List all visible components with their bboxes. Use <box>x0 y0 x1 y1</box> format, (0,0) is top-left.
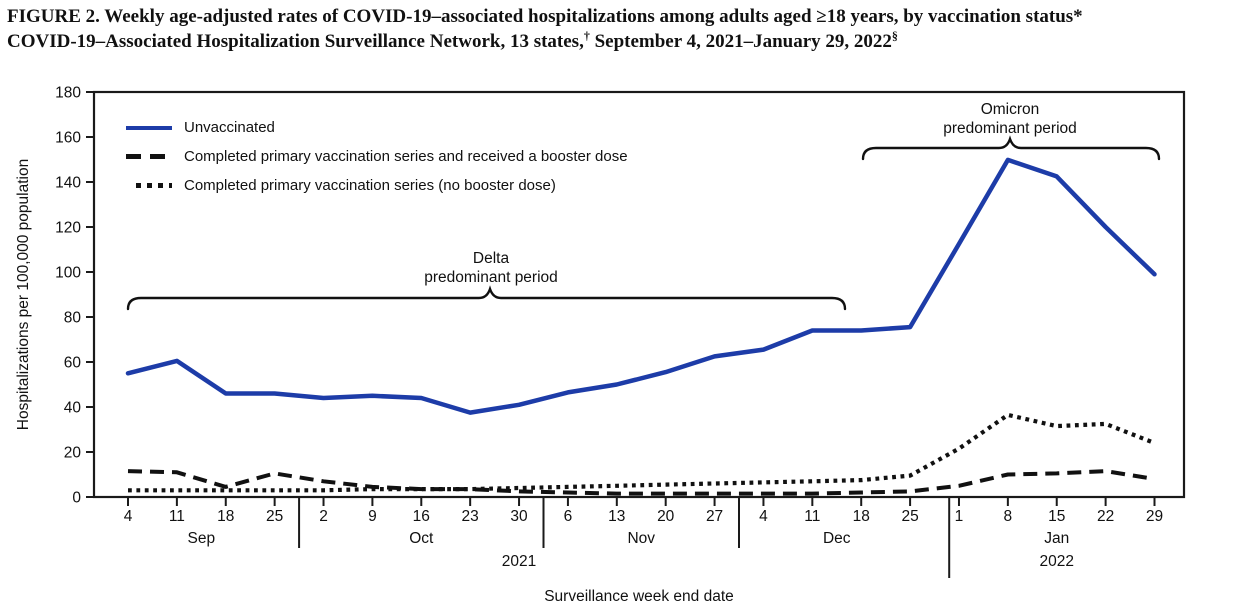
svg-text:Dec: Dec <box>823 530 851 547</box>
svg-text:0: 0 <box>72 490 81 507</box>
svg-text:80: 80 <box>64 310 82 327</box>
svg-text:20: 20 <box>64 445 82 462</box>
dagger-footnote-mark: † <box>583 28 590 43</box>
month-labels: Sep Oct Nov Dec Jan <box>188 530 1070 547</box>
svg-text:180: 180 <box>55 85 81 102</box>
svg-text:29: 29 <box>1146 508 1163 525</box>
svg-text:22: 22 <box>1097 508 1114 525</box>
svg-text:40: 40 <box>64 400 82 417</box>
legend-item-unvaccinated: Unvaccinated <box>126 113 628 142</box>
svg-text:16: 16 <box>413 508 430 525</box>
solid-line-sample-icon <box>126 125 172 130</box>
svg-text:18: 18 <box>217 508 234 525</box>
svg-text:Omicron: Omicron <box>981 101 1040 118</box>
y-axis: 0 20 40 60 80 100 120 140 160 180 Hospitalizations… <box>15 85 94 507</box>
figure-title-text-1: FIGURE 2. Weekly age-adjusted rates of C… <box>7 6 1083 27</box>
svg-text:120: 120 <box>55 220 81 237</box>
svg-text:140: 140 <box>55 175 81 192</box>
svg-text:11: 11 <box>804 508 820 525</box>
series-booster <box>127 469 1155 496</box>
dotted-line-sample-icon <box>136 183 172 188</box>
plot-frame <box>92 90 1186 499</box>
omicron-period-annotation: Omicron predominant period <box>861 101 1161 161</box>
svg-text:11: 11 <box>169 508 185 525</box>
svg-text:23: 23 <box>462 508 479 525</box>
svg-text:15: 15 <box>1048 508 1065 525</box>
figure-title-line2: COVID-19–Associated Hospitalization Surv… <box>7 28 1245 53</box>
svg-text:60: 60 <box>64 355 82 372</box>
svg-text:25: 25 <box>266 508 283 525</box>
svg-text:8: 8 <box>1004 508 1013 525</box>
svg-text:25: 25 <box>901 508 918 525</box>
svg-text:Oct: Oct <box>409 530 434 547</box>
svg-text:2021: 2021 <box>502 553 536 570</box>
figure-title-text-3: September 4, 2021–January 29, 2022 <box>589 31 892 52</box>
svg-text:Surveillance week end date: Surveillance week end date <box>544 588 734 605</box>
svg-text:9: 9 <box>368 508 377 525</box>
chart-legend: Unvaccinated Completed primary vaccinati… <box>126 113 628 200</box>
x-axis-title: Surveillance week end date <box>544 588 734 605</box>
svg-text:30: 30 <box>510 508 528 525</box>
svg-text:4: 4 <box>759 508 768 525</box>
svg-text:Jan: Jan <box>1044 530 1069 547</box>
svg-text:2: 2 <box>319 508 328 525</box>
legend-label: Completed primary vaccination series (no… <box>184 177 556 194</box>
figure-title-line1: FIGURE 2. Weekly age-adjusted rates of C… <box>7 6 1245 28</box>
series-unvaccinated <box>125 157 1157 415</box>
delta-period-annotation: Delta predominant period <box>126 250 847 311</box>
section-footnote-mark: § <box>891 28 898 43</box>
series-no-booster <box>128 412 1156 493</box>
legend-label: Unvaccinated <box>184 119 275 136</box>
year-labels: 2021 2022 <box>502 553 1074 570</box>
svg-text:18: 18 <box>853 508 870 525</box>
legend-label: Completed primary vaccination series and… <box>184 148 628 165</box>
svg-text:Delta: Delta <box>473 250 510 267</box>
y-axis-title: Hospitalizations per 100,000 population <box>15 159 32 430</box>
legend-item-no-booster: Completed primary vaccination series (no… <box>126 171 628 200</box>
svg-text:20: 20 <box>657 508 675 525</box>
svg-text:6: 6 <box>564 508 573 525</box>
svg-text:Nov: Nov <box>627 530 655 547</box>
svg-text:2022: 2022 <box>1039 553 1073 570</box>
svg-text:13: 13 <box>608 508 625 525</box>
svg-text:4: 4 <box>124 508 133 525</box>
svg-text:predominant period: predominant period <box>424 269 558 286</box>
svg-text:predominant period: predominant period <box>943 120 1077 137</box>
figure-title-text-2: COVID-19–Associated Hospitalization Surv… <box>7 31 584 52</box>
legend-item-booster: Completed primary vaccination series and… <box>126 142 628 171</box>
svg-text:100: 100 <box>55 265 81 282</box>
x-axis: 4 11 18 25 2 9 16 23 30 6 13 20 27 4 11 18 25 1 8 15 22 29 <box>124 497 1163 525</box>
axis-separators <box>298 497 951 578</box>
dashed-line-sample-icon <box>126 154 172 159</box>
svg-text:160: 160 <box>55 130 81 147</box>
svg-text:1: 1 <box>955 508 964 525</box>
svg-text:27: 27 <box>706 508 723 525</box>
svg-text:Sep: Sep <box>188 530 216 547</box>
